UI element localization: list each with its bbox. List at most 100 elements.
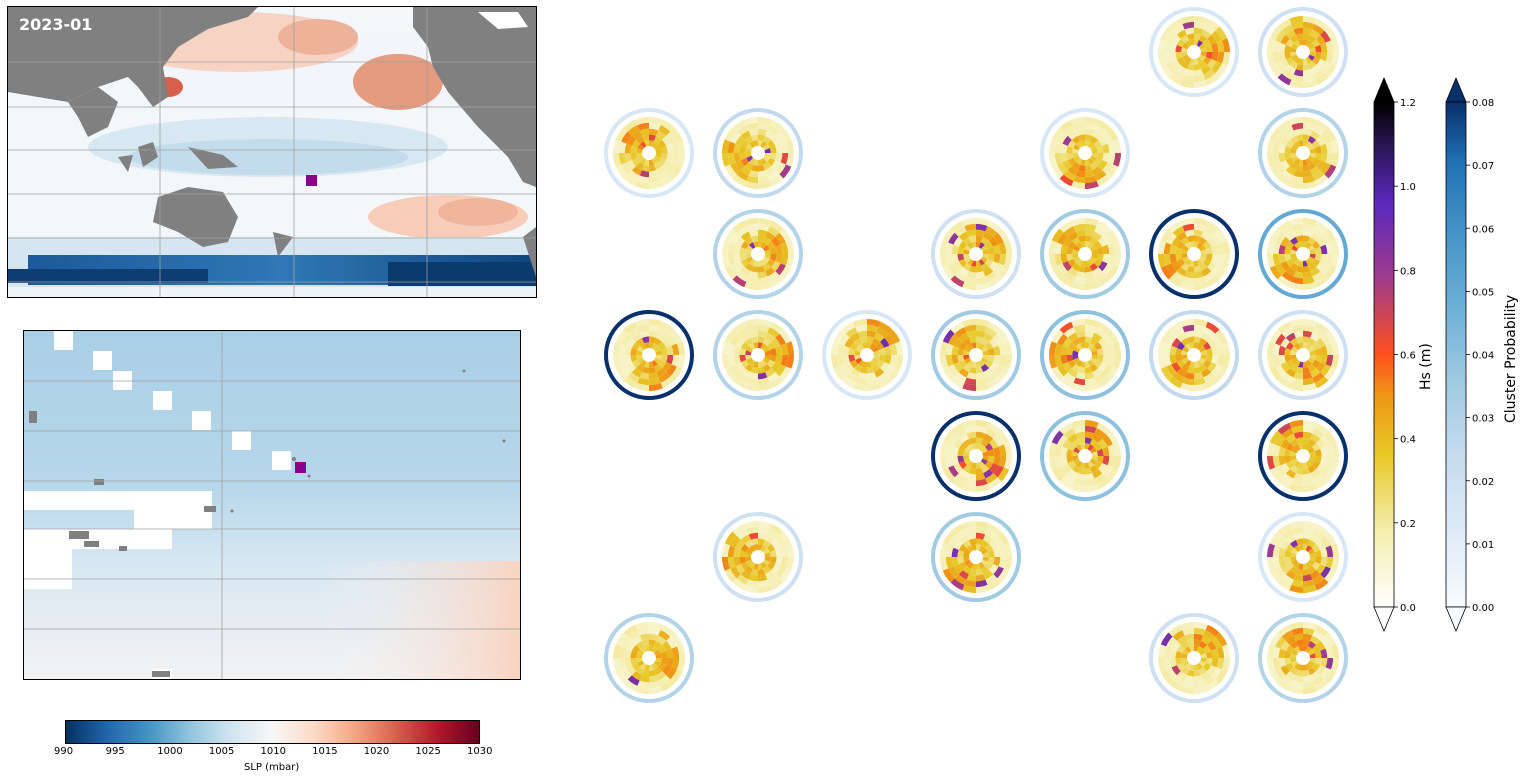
rose-sector [740, 332, 751, 342]
rose-sector [779, 164, 792, 179]
rose-sector [733, 153, 741, 163]
rose-sector [1303, 74, 1315, 83]
rose-sector [1291, 559, 1299, 567]
cluster-probability-ring [931, 411, 1021, 501]
cluster-rose [931, 411, 1021, 501]
rose-sector [1303, 241, 1308, 248]
rose-sector [748, 242, 756, 250]
rose-sector [1303, 27, 1313, 35]
rose-sector [1291, 324, 1303, 333]
rose-sector [1180, 640, 1190, 649]
rose-sector [758, 361, 763, 368]
rose-sector [1198, 667, 1208, 676]
rose-sector [1303, 425, 1315, 434]
rose-sector [739, 153, 747, 161]
rose-sector [1280, 438, 1290, 449]
rose-sector [1269, 669, 1282, 684]
rose-sector [637, 143, 645, 151]
rose-sector [1324, 26, 1337, 41]
rose-sector [1189, 241, 1194, 248]
cluster-probability-ring [1258, 411, 1348, 501]
rose-sector [753, 140, 758, 147]
rose-sector [1275, 465, 1286, 478]
rose-sector [660, 119, 675, 132]
rose-sector [1312, 327, 1325, 338]
rose-sector [771, 236, 781, 247]
rose-sector [855, 377, 867, 386]
rose-sector [942, 467, 955, 482]
rose-sector [1062, 463, 1072, 474]
rose-sector [954, 327, 967, 338]
rose-sector [1216, 355, 1225, 367]
rose-sector [1184, 271, 1194, 279]
rose-sector [1324, 531, 1337, 546]
rose-sector [957, 557, 965, 565]
rose-sector [1169, 52, 1177, 62]
rose-sector [1293, 574, 1303, 582]
rose-sector [1290, 355, 1297, 360]
rose-sector [976, 563, 981, 570]
rose-sector [1194, 372, 1204, 380]
rose-sector [1303, 437, 1311, 445]
rose-sector [1320, 333, 1331, 346]
rose-sector [1067, 460, 1076, 470]
rose-sector [765, 332, 776, 342]
rose-sector [1320, 143, 1328, 153]
rose-sector [750, 366, 758, 374]
rose-sector [1085, 431, 1095, 439]
rose-sector [1073, 155, 1081, 163]
rose-sector [644, 159, 649, 166]
rose-sector [1060, 254, 1068, 264]
rose-sector [867, 319, 881, 328]
cluster-rose [1258, 613, 1348, 703]
rose-sector [1320, 61, 1331, 74]
rose-sector [958, 433, 969, 443]
rose-sector [976, 342, 981, 349]
rose-sector [1207, 640, 1217, 651]
rose-sector [750, 134, 758, 142]
rose-sector [976, 218, 990, 227]
rose-sector [785, 153, 794, 167]
rose-sector [869, 359, 877, 367]
rose-sector [842, 345, 850, 355]
rose-sector [1168, 73, 1183, 86]
rose-sector [971, 260, 976, 267]
rose-sector [964, 526, 976, 535]
rose-sector [985, 341, 994, 351]
rose-sector [1267, 254, 1276, 268]
rose-sector [1175, 347, 1183, 355]
rose-sector [780, 242, 789, 254]
rose-sector [1163, 40, 1172, 52]
rose-sector [1194, 664, 1199, 671]
rose-sector [1307, 458, 1315, 466]
rose-sector [940, 355, 949, 369]
rose-sector [670, 366, 683, 381]
rose-sector [1312, 543, 1321, 553]
rose-sector [985, 372, 998, 383]
rose-sector [1312, 372, 1325, 383]
rose-sector [987, 578, 1002, 591]
rose-sector [1168, 321, 1183, 334]
rose-sector [980, 357, 988, 365]
rose-sector [1267, 658, 1276, 672]
rose-sector [637, 377, 649, 386]
rose-sector [655, 148, 662, 153]
rose-sector [1166, 333, 1177, 346]
rose-sector [958, 341, 967, 351]
rose-sector [1285, 38, 1294, 48]
rose-sector [841, 321, 856, 334]
rose-sector [764, 350, 771, 355]
rose-sector [1320, 557, 1328, 567]
rose-sector [771, 362, 781, 373]
cluster-probability-ring [931, 209, 1021, 299]
rose-sector [1207, 34, 1217, 45]
rose-sector [976, 366, 984, 374]
rose-sector [1057, 263, 1068, 276]
rose-sector [1075, 473, 1085, 481]
rose-sector [1312, 460, 1321, 470]
rose-sector [639, 662, 647, 670]
rose-sector [722, 557, 731, 571]
rose-sector [1054, 254, 1063, 266]
rose-sector [1284, 658, 1292, 666]
rose-sector [748, 330, 758, 338]
